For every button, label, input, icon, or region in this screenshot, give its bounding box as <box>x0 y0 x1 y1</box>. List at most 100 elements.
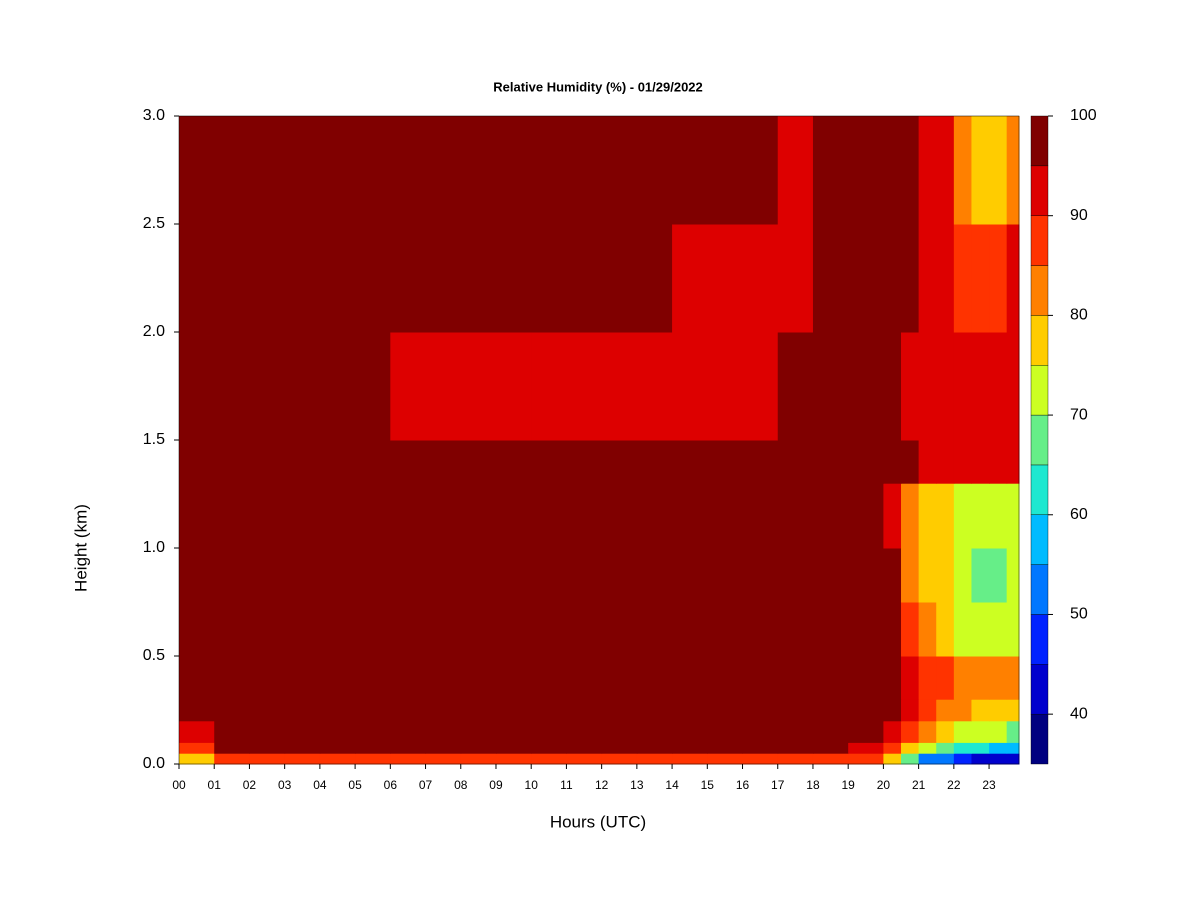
heat-cell <box>601 753 638 765</box>
heat-cell <box>495 699 532 722</box>
heat-cell <box>495 656 532 700</box>
heat-cell <box>284 440 321 484</box>
heat-cell <box>425 483 462 549</box>
x-tick-label: 18 <box>806 778 820 792</box>
y-tick-label: 1.0 <box>143 539 165 556</box>
heat-cell <box>918 699 937 722</box>
heat-cell <box>971 753 990 765</box>
colorbar-segment <box>1030 165 1049 216</box>
heat-cell <box>883 332 902 441</box>
heat-cell <box>883 116 902 225</box>
colorbar-segment <box>1030 365 1049 416</box>
heat-cell <box>883 753 902 765</box>
heat-cell <box>936 548 955 603</box>
heat-cell <box>953 699 972 722</box>
heat-cell <box>953 440 972 484</box>
heat-cell <box>936 483 955 549</box>
heat-cell <box>901 699 920 722</box>
heat-cell <box>355 753 391 765</box>
heat-cell <box>425 753 462 765</box>
heat-cell <box>971 440 990 484</box>
colorbar-tick-label: 90 <box>1070 207 1088 224</box>
heat-cell <box>777 753 814 765</box>
heat-cell <box>848 483 884 549</box>
x-tick-label: 03 <box>278 778 292 792</box>
heat-cell <box>777 602 814 657</box>
heat-cell <box>355 602 391 657</box>
heat-cell <box>319 742 356 754</box>
heat-cell <box>989 720 1008 743</box>
heat-cell <box>601 656 638 700</box>
heat-cell <box>1006 483 1020 549</box>
heat-cell <box>284 602 321 657</box>
heat-cell <box>636 116 673 225</box>
x-tick-label: 00 <box>172 778 186 792</box>
heat-cell <box>319 332 356 441</box>
heat-cell <box>672 483 708 549</box>
heat-cell <box>812 742 849 754</box>
heat-cell <box>953 602 972 657</box>
heat-cell <box>848 116 884 225</box>
heat-cell <box>495 602 532 657</box>
heat-cell <box>971 699 990 722</box>
heat-cell <box>460 720 497 743</box>
heat-cell <box>742 656 779 700</box>
heat-cell <box>214 699 250 722</box>
heat-cell <box>531 742 567 754</box>
heat-cell <box>971 483 990 549</box>
heat-cell <box>460 332 497 441</box>
heat-cell <box>319 116 356 225</box>
heat-cell <box>672 699 708 722</box>
heat-cell <box>284 332 321 441</box>
heat-cell <box>531 224 567 333</box>
heat-cell <box>989 440 1008 484</box>
heat-cell <box>812 483 849 549</box>
heat-cell <box>179 440 215 484</box>
heat-cell <box>901 720 920 743</box>
colorbar-tick-label: 80 <box>1070 307 1088 324</box>
heat-cell <box>742 753 779 765</box>
heat-cell <box>672 602 708 657</box>
heat-cell <box>672 742 708 754</box>
heat-cell <box>214 602 250 657</box>
heat-cell <box>531 720 567 743</box>
heat-cell <box>284 116 321 225</box>
heat-cell <box>284 483 321 549</box>
heat-cell <box>460 224 497 333</box>
heat-cell <box>707 116 744 225</box>
y-tick-label: 2.5 <box>143 215 165 232</box>
heat-cell <box>953 656 972 700</box>
heat-cell <box>531 116 567 225</box>
heat-cell <box>319 656 356 700</box>
heat-cell <box>249 116 286 225</box>
heat-cell <box>495 483 532 549</box>
x-tick-label: 06 <box>384 778 398 792</box>
heat-cell <box>707 742 744 754</box>
heat-cell <box>425 332 462 441</box>
x-tick-label: 05 <box>348 778 362 792</box>
heat-cell <box>989 742 1008 754</box>
heat-cell <box>918 483 937 549</box>
heat-cell <box>566 699 603 722</box>
heat-cell <box>495 440 532 484</box>
heat-cell <box>901 602 920 657</box>
heat-cell <box>390 699 427 722</box>
heat-cell <box>883 548 902 603</box>
heat-cell <box>989 224 1008 333</box>
heat-cell <box>495 332 532 441</box>
heat-cell <box>566 548 603 603</box>
heat-cell <box>883 440 902 484</box>
heat-cell <box>355 548 391 603</box>
heat-cell <box>742 742 779 754</box>
heat-cell <box>636 720 673 743</box>
heat-cell <box>601 483 638 549</box>
heat-cell <box>901 440 920 484</box>
heat-cell <box>672 224 708 333</box>
heat-cell <box>636 483 673 549</box>
heat-cell <box>601 332 638 441</box>
x-tick-label: 20 <box>877 778 891 792</box>
heat-cell <box>672 440 708 484</box>
heat-cell <box>918 742 937 754</box>
heat-cell <box>214 116 250 225</box>
